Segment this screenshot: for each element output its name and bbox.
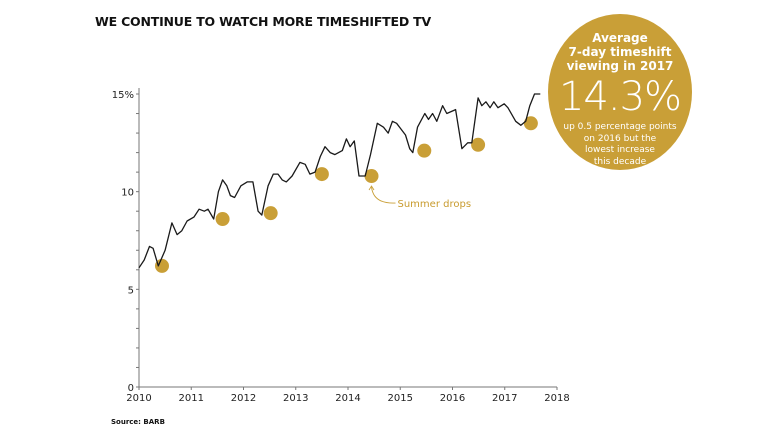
callout-heading: Average 7-day timeshift viewing in 2017 xyxy=(548,31,692,73)
callout-heading-line: viewing in 2017 xyxy=(566,59,674,73)
callout-description: up 0.5 percentage points on 2016 but the… xyxy=(558,122,682,168)
x-tick-label: 2010 xyxy=(126,393,151,404)
chart-title: WE CONTINUE TO WATCH MORE TIMESHIFTED TV xyxy=(95,14,431,29)
summer-drop-marker xyxy=(263,206,278,221)
x-tick-label: 2016 xyxy=(440,393,465,404)
x-tick-label: 2017 xyxy=(492,393,517,404)
x-tick-label: 2015 xyxy=(388,393,413,404)
summer-drop-marker xyxy=(364,169,379,184)
x-tick-label: 2018 xyxy=(544,393,569,404)
series-line xyxy=(138,93,541,269)
annotation-label: Summer drops xyxy=(398,199,472,210)
axes: 0 5 10 15% 2010 2011 2012 2013 2014 2015 2016 2017 2… xyxy=(112,88,570,404)
x-tick-label: 2011 xyxy=(179,393,204,404)
callout-circle: Average 7-day timeshift viewing in 2017 … xyxy=(548,14,692,170)
annotation-arrowhead-icon xyxy=(368,185,375,191)
callout-heading-line: 7-day timeshift xyxy=(568,45,672,59)
y-tick-label: 10 xyxy=(121,188,134,199)
callout-heading-line: Average xyxy=(592,31,648,45)
summer-drop-marker xyxy=(523,116,538,131)
callout-description-line: this decade xyxy=(593,156,647,167)
callout-description-line: on 2016 but the xyxy=(583,133,657,144)
callout-description-line: lowest increase xyxy=(585,145,655,155)
series-lines xyxy=(138,93,541,269)
y-tick-label: 15% xyxy=(112,90,134,101)
source-note: Source: BARB xyxy=(111,418,165,426)
summer-drop-markers xyxy=(154,116,538,273)
callout-value: 14.3% xyxy=(558,74,682,120)
summer-drop-marker xyxy=(471,137,486,152)
summer-drop-marker xyxy=(154,258,169,273)
annotation-arrow xyxy=(371,186,396,204)
x-tick-label: 2013 xyxy=(283,393,308,404)
summer-drop-marker xyxy=(215,212,230,227)
summer-drop-marker xyxy=(314,167,329,182)
y-tick-label: 0 xyxy=(128,383,134,394)
x-tick-label: 2012 xyxy=(231,393,256,404)
callout-description-line: up 0.5 percentage points xyxy=(563,122,677,132)
summer-drop-marker xyxy=(417,143,432,158)
annotation-group: Summer drops xyxy=(368,185,472,210)
x-tick-label: 2014 xyxy=(335,393,360,404)
y-tick-label: 5 xyxy=(128,285,134,296)
